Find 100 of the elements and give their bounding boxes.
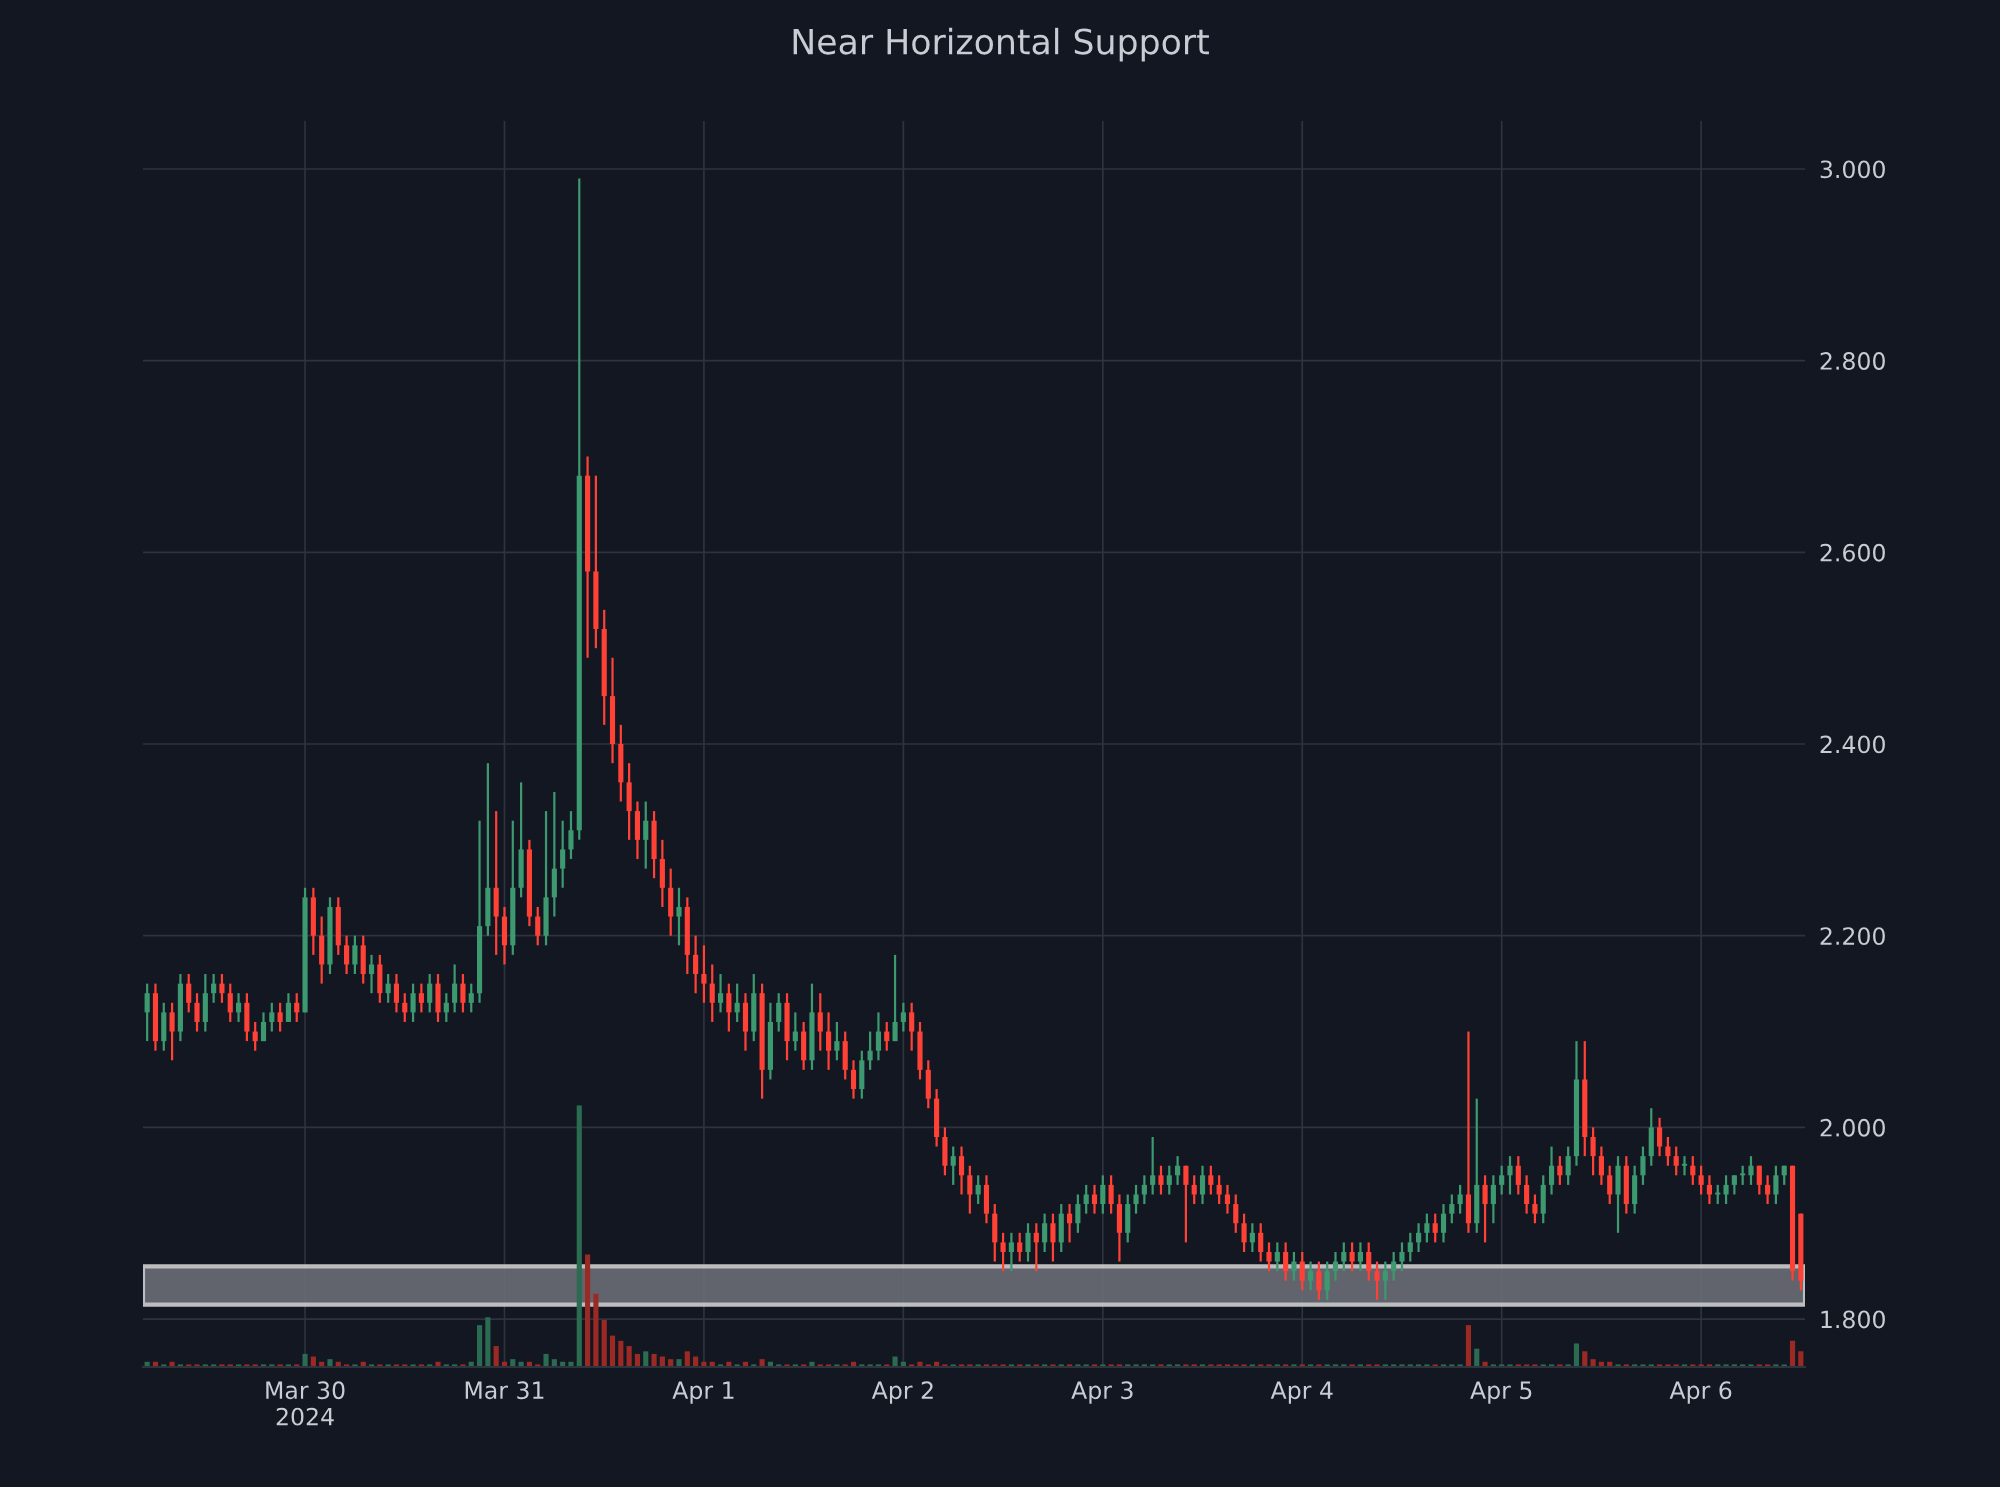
candlestick (1332, 1250, 1339, 1282)
candlestick (418, 982, 424, 1014)
candlestick (701, 944, 707, 1004)
candlestick (1249, 1222, 1255, 1254)
candlestick (1050, 1212, 1056, 1263)
bar (634, 1353, 641, 1367)
candlestick (1698, 1164, 1704, 1196)
bar (1291, 1364, 1297, 1367)
candlestick (1524, 1174, 1530, 1215)
candlestick (468, 982, 474, 1014)
candlestick (1349, 1241, 1355, 1273)
candlestick (1598, 1145, 1604, 1187)
bar (1399, 1364, 1405, 1367)
candlestick (1706, 1174, 1713, 1206)
candlestick (900, 1001, 906, 1033)
candlestick (1765, 1174, 1771, 1206)
bar (1474, 1348, 1480, 1367)
candlestick (717, 972, 724, 1014)
candlestick (1258, 1222, 1264, 1263)
candlestick (1515, 1155, 1521, 1196)
candlestick (1100, 1174, 1106, 1215)
candlestick (1083, 1183, 1089, 1215)
candlestick (975, 1174, 981, 1206)
candlestick (260, 1011, 267, 1043)
bar (651, 1353, 657, 1367)
candlestick (1657, 1116, 1663, 1158)
candlestick (1233, 1193, 1239, 1234)
bar (684, 1351, 690, 1367)
candlestick (211, 972, 217, 1004)
bar (609, 1335, 616, 1367)
bar (1723, 1364, 1729, 1367)
candlestick (1175, 1155, 1181, 1187)
x-tick-label: Apr 1 (672, 1381, 734, 1404)
bar (618, 1340, 624, 1367)
bar (1640, 1364, 1646, 1367)
x-tick-label: Apr 2 (871, 1381, 933, 1404)
bar (601, 1319, 607, 1367)
candlestick (1066, 1202, 1073, 1244)
candlestick (1432, 1212, 1438, 1244)
bar (1025, 1364, 1031, 1367)
candlestick (1208, 1164, 1214, 1196)
candlestick (909, 1001, 915, 1052)
candlestick (850, 1059, 857, 1100)
bar (493, 1346, 499, 1367)
candlestick (1548, 1145, 1555, 1196)
candlestick (1017, 1231, 1023, 1263)
candlestick (1191, 1174, 1197, 1206)
x-tick-label: Apr 6 (1669, 1381, 1732, 1404)
candlestick (352, 934, 358, 976)
candlestick (452, 963, 458, 1014)
bar (1050, 1364, 1056, 1367)
candlestick (285, 992, 291, 1024)
bar (593, 1293, 599, 1367)
candlestick (826, 1011, 832, 1071)
candlestick (1241, 1212, 1247, 1254)
bar (1374, 1364, 1380, 1367)
y-tick-label: 3.000 (1820, 160, 1885, 179)
candlestick (884, 1020, 890, 1052)
x-tick-label: Mar 31 (465, 1381, 544, 1400)
candlestick (1307, 1260, 1314, 1292)
candlestick (1449, 1193, 1455, 1225)
candlestick (1283, 1241, 1289, 1282)
candlestick (427, 972, 433, 1014)
candlestick (186, 972, 192, 1014)
candlestick (1166, 1164, 1172, 1196)
bar (1798, 1351, 1804, 1367)
candlestick (1141, 1174, 1147, 1206)
candlestick (1042, 1212, 1048, 1254)
candlestick (950, 1145, 956, 1187)
candlestick (1150, 1135, 1156, 1196)
candlestick (368, 953, 375, 995)
candlestick (1773, 1164, 1779, 1206)
y-tick-label: 2.000 (1820, 1118, 1885, 1137)
bar (1615, 1364, 1621, 1367)
candlestick (1133, 1183, 1139, 1215)
candlestick (344, 934, 350, 976)
candlestick (1000, 1231, 1006, 1273)
candlestick (1091, 1183, 1098, 1215)
bar (1582, 1351, 1588, 1367)
candlestick (867, 1030, 873, 1071)
candlestick (1731, 1174, 1737, 1196)
bar (460, 1364, 466, 1367)
candlestick (1357, 1241, 1363, 1273)
bar (585, 1254, 591, 1367)
candlestick (443, 992, 449, 1024)
candlestick (1557, 1155, 1563, 1187)
chart-title: Near Horizontal Support (793, 27, 1209, 62)
candlestick (1565, 1145, 1571, 1187)
candlestick (1665, 1135, 1671, 1167)
candlestick (1457, 1183, 1463, 1215)
x-tick-label: Apr 5 (1470, 1381, 1532, 1404)
candlestick (1316, 1260, 1322, 1302)
candlestick (776, 992, 782, 1033)
bar (543, 1353, 549, 1367)
x-tick-label: Mar 30 2024 (266, 1381, 345, 1426)
candlestick (1416, 1222, 1422, 1254)
candlestick (1681, 1155, 1688, 1177)
candlestick (1532, 1193, 1538, 1225)
candlestick (1033, 1222, 1039, 1273)
candlestick (1374, 1260, 1380, 1302)
